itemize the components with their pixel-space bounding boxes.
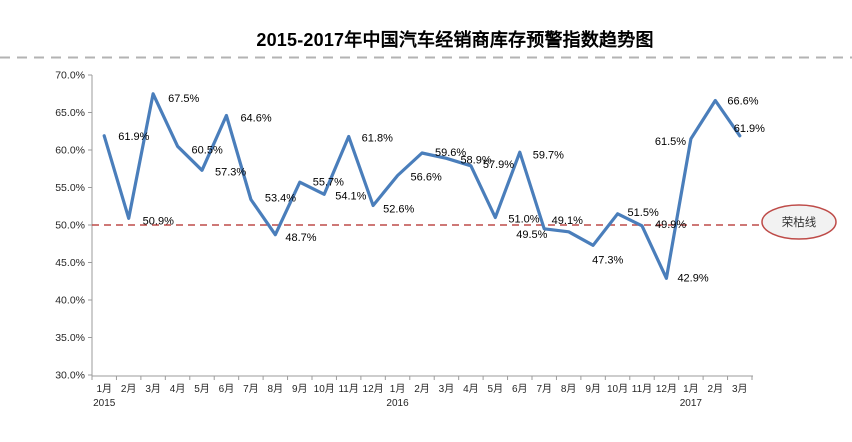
y-tick-label: 40.0% [55,295,85,307]
data-point-label: 54.1% [335,190,366,202]
y-tick-label: 50.0% [55,220,85,232]
x-tick-label: 5月 [488,383,504,395]
reference-label-text: 荣枯线 [782,215,817,229]
data-point-label: 60.5% [192,144,223,156]
data-point-label: 67.5% [168,93,199,105]
data-point-label: 58.9% [460,154,491,166]
x-tick-label: 11月 [632,383,652,395]
data-point-label: 61.8% [362,133,393,145]
data-point-label: 47.3% [592,254,623,266]
x-tick-label: 1月 [390,383,406,395]
x-tick-label: 1月 [683,383,699,395]
x-tick-label: 12月 [363,383,384,395]
data-point-label: 66.6% [727,96,758,108]
reference-label-ellipse [761,204,837,240]
data-point-label: 49.5% [516,229,547,241]
data-point-label: 61.9% [118,131,149,143]
year-label: 2015 [93,398,116,409]
data-point-label: 61.9% [734,123,765,135]
data-point-label: 49.9% [655,219,686,231]
y-tick-label: 55.0% [55,182,85,194]
x-tick-label: 7月 [536,383,552,395]
data-point-label: 59.7% [533,149,564,161]
x-tick-label: 2月 [414,383,430,395]
x-tick-label: 3月 [439,383,455,395]
year-label: 2016 [386,398,409,409]
x-tick-label: 8月 [268,383,284,395]
data-point-label: 51.0% [508,214,539,226]
data-point-label: 42.9% [677,272,708,284]
x-tick-label: 4月 [170,383,186,395]
data-point-label: 61.5% [655,136,686,148]
y-tick-label: 45.0% [55,257,85,269]
data-point-label: 57.3% [215,166,246,178]
x-tick-label: 1月 [96,383,112,395]
year-label: 2017 [680,398,703,409]
data-point-label: 48.7% [285,232,316,244]
x-tick-label: 8月 [561,383,577,395]
x-tick-label: 12月 [656,383,677,395]
x-tick-label: 4月 [463,383,479,395]
data-point-label: 57.9% [483,159,514,171]
x-tick-label: 2月 [708,383,724,395]
data-point-label: 49.1% [552,215,583,227]
data-point-label: 55.7% [313,176,344,188]
x-tick-label: 10月 [314,383,335,395]
data-point-label: 64.6% [240,113,271,125]
y-tick-label: 60.0% [55,145,85,157]
x-tick-label: 6月 [219,383,235,395]
data-point-label: 52.6% [383,204,414,216]
data-point-label: 53.4% [265,193,296,205]
y-tick-label: 65.0% [55,107,85,119]
x-tick-label: 2月 [121,383,137,395]
y-tick-label: 35.0% [55,332,85,344]
data-point-label: 56.6% [411,172,442,184]
x-tick-label: 11月 [338,383,358,395]
data-point-label: 51.5% [628,207,659,219]
chart-title: 2015-2017年中国汽车经销商库存预警指数趋势图 [256,30,654,50]
x-tick-label: 3月 [145,383,161,395]
x-tick-label: 9月 [292,383,308,395]
x-tick-label: 7月 [243,383,259,395]
x-tick-label: 3月 [732,383,748,395]
data-point-label: 50.9% [143,215,174,227]
x-tick-label: 6月 [512,383,528,395]
data-point-label: 59.6% [435,147,466,159]
trend-line-series [102,92,742,280]
x-tick-label: 5月 [194,383,210,395]
y-tick-label: 30.0% [55,370,85,382]
x-tick-label: 10月 [607,383,628,395]
y-tick-label: 70.0% [55,70,85,82]
x-tick-label: 9月 [585,383,601,395]
